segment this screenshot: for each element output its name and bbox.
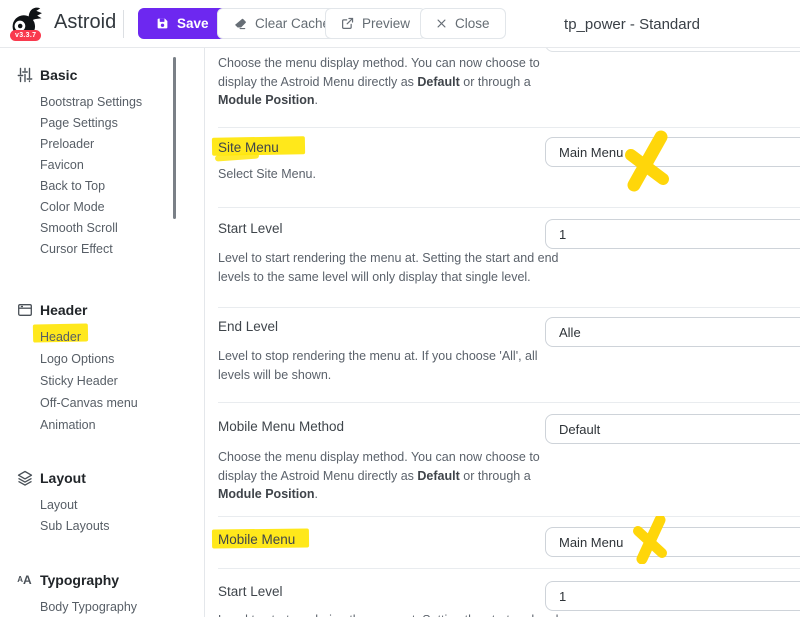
sliders-icon <box>16 67 33 84</box>
start-level-bottom-label: Start Level <box>218 584 283 599</box>
yellow-x-annotation <box>633 516 667 564</box>
eraser-icon <box>235 18 246 29</box>
sidebar-item-bootstrap-settings[interactable]: Bootstrap Settings <box>40 95 143 109</box>
sidebar-item-body-typography[interactable]: Body Typography <box>40 600 138 614</box>
row-divider <box>218 127 800 128</box>
window-header-icon <box>16 302 33 319</box>
row-divider <box>218 307 800 308</box>
start-level-bottom-description: Level to start rendering the menu at. Se… <box>218 611 559 617</box>
mobile-menu-method-label: Mobile Menu Method <box>218 419 345 434</box>
mobile-menu-method-description: Choose the menu display method. You can … <box>218 450 540 501</box>
settings-panel: Choose the menu display method. You can … <box>205 48 800 617</box>
save-label: Save <box>177 16 209 31</box>
version-badge: v3.3.7 <box>10 30 42 41</box>
sidebar-item-off-canvas-menu[interactable]: Off-Canvas menu <box>40 396 138 410</box>
close-label: Close <box>455 16 490 31</box>
sidebar-item-color-mode[interactable]: Color Mode <box>40 200 105 214</box>
brand-name: Astroid <box>54 11 117 33</box>
sidebar-item-preloader[interactable]: Preloader <box>40 137 95 151</box>
start-level-input[interactable] <box>545 219 800 249</box>
settings-sidebar: Basic Bootstrap Settings Page Settings P… <box>0 48 205 617</box>
row-divider <box>218 402 800 403</box>
start-level-description: Level to start rendering the menu at. Se… <box>218 251 559 284</box>
sidebar-section-title-basic[interactable]: Basic <box>0 66 170 84</box>
row-divider <box>218 516 800 517</box>
mobile-menu-select[interactable] <box>545 527 800 557</box>
section-title: Header <box>40 302 88 318</box>
mobile-menu-method-select[interactable] <box>545 414 800 444</box>
layers-icon <box>16 470 33 487</box>
site-menu-description: Select Site Menu. <box>218 167 316 181</box>
site-menu-select[interactable] <box>545 137 800 167</box>
end-level-input[interactable] <box>545 317 800 347</box>
start-level-bottom-input[interactable] <box>545 581 800 611</box>
mobile-menu-label: Mobile Menu <box>218 532 296 547</box>
toolbar-divider <box>123 10 124 38</box>
end-level-description: Level to stop rendering the menu at. If … <box>218 349 538 382</box>
yellow-x-annotation <box>625 130 669 192</box>
sidebar-item-back-to-top[interactable]: Back to Top <box>40 179 106 193</box>
sidebar-section-layout: Layout Layout Sub Layouts <box>0 469 170 540</box>
sidebar-section-basic: Basic Bootstrap Settings Page Settings P… <box>0 66 170 263</box>
close-button[interactable]: Close <box>420 8 506 39</box>
clear-cache-button[interactable]: Clear Cache <box>217 8 347 39</box>
close-icon <box>437 19 446 28</box>
box-arrow-up-right-icon <box>342 17 354 29</box>
sidebar-item-sub-layouts[interactable]: Sub Layouts <box>40 519 110 533</box>
sidebar-section-header: Header Header Logo Options Sticky Header… <box>0 301 170 440</box>
sidebar-item-sticky-header[interactable]: Sticky Header <box>40 374 118 388</box>
sidebar-item-logo-options[interactable]: Logo Options <box>40 352 115 366</box>
end-level-label: End Level <box>218 319 279 334</box>
document-title: tp_power - Standard <box>564 16 700 33</box>
section-title: Basic <box>40 67 78 83</box>
clear-cache-label: Clear Cache <box>255 16 331 31</box>
section-title: Typography <box>40 572 120 588</box>
sidebar-item-cursor-effect[interactable]: Cursor Effect <box>40 242 113 256</box>
section-title: Layout <box>40 470 86 486</box>
preview-label: Preview <box>362 16 411 31</box>
sidebar-item-header-active[interactable]: Header <box>40 330 81 344</box>
astroid-logo: v3.3.7 <box>8 3 54 45</box>
sidebar-item-page-settings[interactable]: Page Settings <box>40 116 118 130</box>
start-level-label: Start Level <box>218 221 283 236</box>
sidebar-section-title-layout[interactable]: Layout <box>0 469 170 487</box>
partial-select-scrolled[interactable] <box>545 48 800 52</box>
sidebar-item-smooth-scroll[interactable]: Smooth Scroll <box>40 221 118 235</box>
preview-button[interactable]: Preview <box>325 8 427 39</box>
sidebar-item-animation[interactable]: Animation <box>40 418 96 432</box>
sidebar-item-layout[interactable]: Layout <box>40 498 78 512</box>
site-menu-label: Site Menu <box>218 140 279 155</box>
floppy-disk-icon <box>157 18 168 29</box>
row-divider <box>218 207 800 208</box>
sidebar-scrollbar[interactable] <box>173 57 176 219</box>
save-button[interactable]: Save <box>138 8 227 39</box>
top-toolbar: v3.3.7 Astroid Save Clear Cache Preview … <box>0 0 800 48</box>
sidebar-item-favicon[interactable]: Favicon <box>40 158 84 172</box>
row-divider <box>218 568 800 569</box>
menu-method-description: Choose the menu display method. You can … <box>218 56 540 107</box>
sidebar-section-title-header[interactable]: Header <box>0 301 170 319</box>
